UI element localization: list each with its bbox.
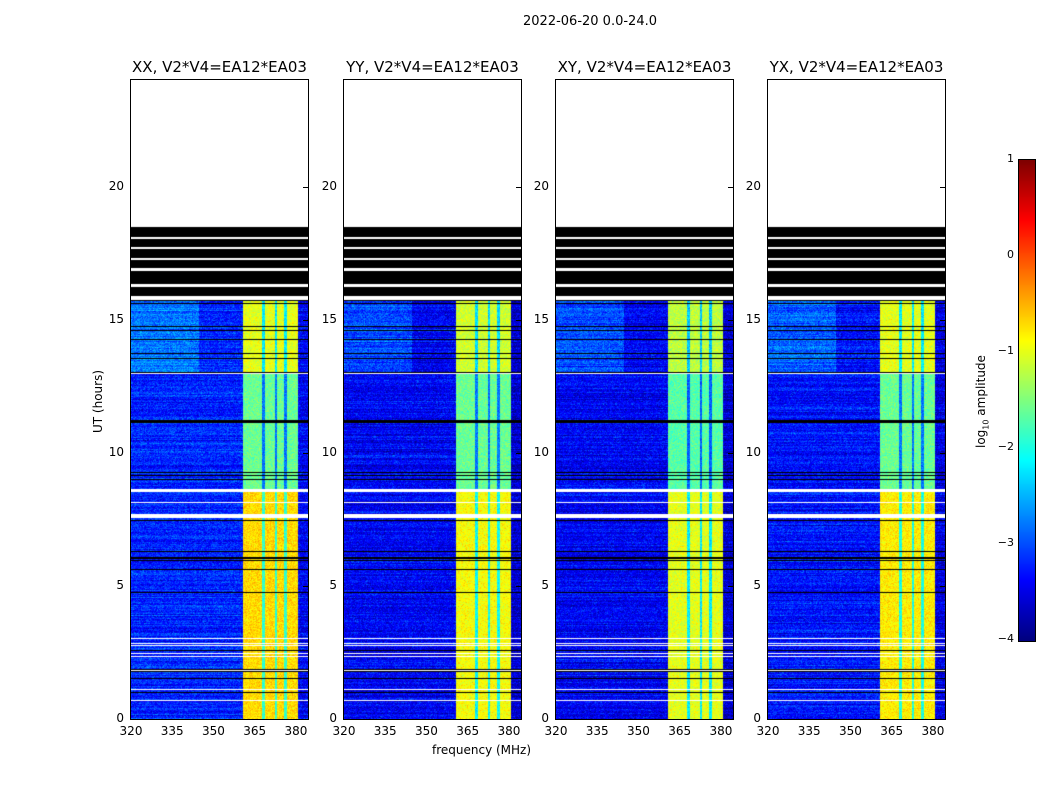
x-tick-label: 365 [668,724,692,738]
x-tick-label: 320 [332,724,356,738]
y-tick-label: 15 [533,311,549,326]
waterfall-panel [555,79,734,720]
y-tick-mark [940,452,945,454]
colorbar-tick-label: −2 [997,440,1014,453]
y-tick-mark [303,186,308,188]
heatmap-image [768,80,945,719]
x-tick-label: 365 [456,724,480,738]
y-tick-label: 10 [321,444,337,459]
y-axis-label: UT (hours) [91,369,105,433]
x-tick-label: 380 [497,724,521,738]
y-tick-mark [516,319,521,321]
y-tick-label: 0 [116,711,124,725]
y-tick-mark [728,319,733,321]
y-tick-mark [940,719,945,720]
x-tick-label: 365 [243,724,267,738]
y-tick-mark [940,186,945,188]
y-tick-mark [728,452,733,454]
y-tick-label: 5 [541,577,549,592]
x-axis-label: frequency (MHz) [432,743,532,757]
y-tick-label: 5 [329,577,337,592]
heatmap-image [344,80,521,719]
y-tick-label: 0 [753,711,761,725]
y-tick-label: 0 [329,711,337,725]
x-tick-label: 350 [627,724,650,738]
y-tick-label: 15 [108,311,124,326]
x-tick-label: 320 [544,724,568,738]
colorbar [1018,159,1036,642]
y-tick-mark [728,585,733,587]
y-tick-label: 20 [108,178,124,193]
x-tick-label: 335 [160,724,184,738]
y-tick-label: 20 [533,178,549,193]
y-tick-mark [516,186,521,188]
panel-title: YY, V2*V4=EA12*EA03 [346,58,519,76]
x-tick-label: 350 [839,724,862,738]
colorbar-tick-label: 0 [1007,248,1014,261]
y-tick-label: 15 [321,311,337,326]
y-tick-label: 15 [745,311,761,326]
y-tick-mark [303,719,308,720]
heatmap-image [556,80,733,719]
y-tick-mark [516,719,521,720]
x-tick-label: 365 [880,724,904,738]
x-tick-label: 380 [709,724,733,738]
x-tick-label: 320 [119,724,143,738]
y-tick-mark [516,452,521,454]
y-tick-label: 0 [541,711,549,725]
x-tick-label: 335 [373,724,397,738]
x-tick-label: 380 [284,724,308,738]
panel-title: XX, V2*V4=EA12*EA03 [132,58,307,76]
colorbar-gradient [1019,160,1035,641]
y-tick-mark [516,585,521,587]
panel-title: XY, V2*V4=EA12*EA03 [557,58,732,76]
panel-title: YX, V2*V4=EA12*EA03 [769,58,944,76]
x-tick-label: 350 [415,724,438,738]
y-tick-label: 20 [321,178,337,193]
colorbar-label: log10 amplitude [974,355,991,448]
y-tick-label: 10 [108,444,124,459]
x-tick-label: 380 [921,724,945,738]
y-tick-mark [303,585,308,587]
figure-suptitle: 2022-06-20 0.0-24.0 [523,14,657,29]
colorbar-tick-label: −3 [997,536,1014,549]
x-tick-label: 320 [756,724,780,738]
y-tick-mark [303,452,308,454]
waterfall-panel [767,79,946,720]
y-tick-label: 10 [533,444,549,459]
y-tick-mark [728,186,733,188]
waterfall-panel [343,79,522,720]
colorbar-tick-label: −4 [997,632,1014,645]
y-tick-mark [728,719,733,720]
heatmap-image [131,80,308,719]
y-tick-mark [940,585,945,587]
x-tick-label: 350 [202,724,225,738]
y-tick-label: 5 [753,577,761,592]
y-tick-mark [940,319,945,321]
y-tick-label: 10 [745,444,761,459]
y-tick-label: 20 [745,178,761,193]
waterfall-panel [130,79,309,720]
colorbar-tick-label: 1 [1007,152,1014,165]
colorbar-tick-label: −1 [997,344,1014,357]
y-tick-mark [303,319,308,321]
x-tick-label: 335 [585,724,609,738]
x-tick-label: 335 [797,724,821,738]
y-tick-label: 5 [116,577,124,592]
